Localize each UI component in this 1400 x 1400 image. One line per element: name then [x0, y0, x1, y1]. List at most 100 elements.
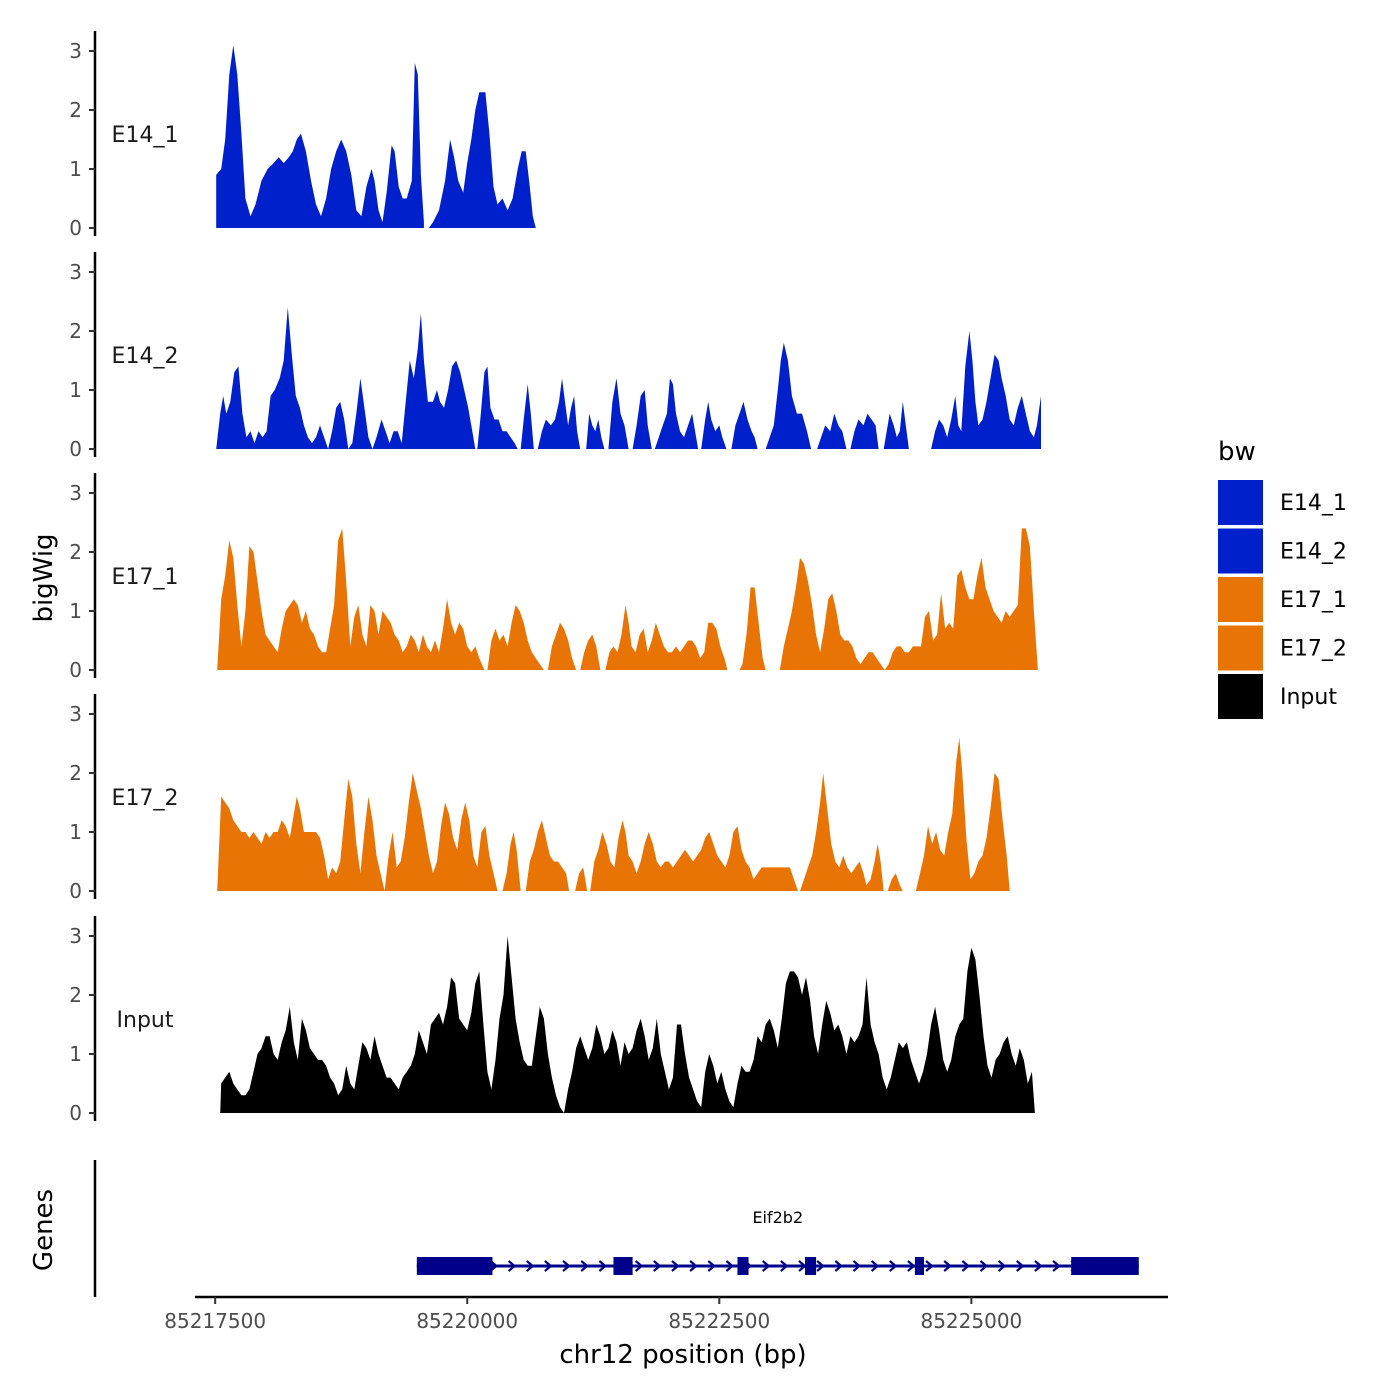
track-E17_1: 0 1 2 3 E17_1: [69, 473, 1038, 682]
strand-arrow-icon: [907, 1260, 916, 1272]
coverage-area-E14_2: [701, 401, 727, 449]
strand-arrow-icon: [979, 1260, 989, 1272]
legend-title: bw: [1218, 437, 1256, 467]
strand-arrow-icon: [780, 1260, 789, 1272]
coverage-area-E14_2: [883, 401, 909, 449]
strand-arrow-icon: [1034, 1260, 1043, 1272]
y-tick-label: 0: [69, 437, 82, 461]
y-tick-label: 3: [69, 702, 82, 726]
coverage-area-E14_2: [216, 307, 476, 449]
gene-track-label: Genes: [29, 1189, 59, 1271]
coverage-area-E17_2: [525, 820, 570, 891]
strand-arrow-icon: [961, 1260, 971, 1272]
legend: bw E14_1 E14_2 E17_1 E17_2 Input: [1218, 437, 1347, 719]
strand-arrow-icon: [526, 1260, 535, 1272]
track-label-E14_1: E14_1: [112, 123, 179, 148]
coverage-area-E14_2: [850, 413, 879, 449]
gene-exon: [1071, 1257, 1139, 1275]
legend-label-Input: Input: [1280, 685, 1337, 710]
strand-arrow-icon: [798, 1260, 807, 1272]
strand-arrow-icon: [1052, 1260, 1061, 1272]
x-axis-title: chr12 position (bp): [559, 1340, 806, 1370]
coverage-area-E14_2: [731, 401, 758, 449]
coverage-area-E14_2: [632, 390, 652, 449]
coverage-area-E14_2: [654, 378, 699, 449]
coverage-area-E17_1: [739, 587, 766, 670]
legend-key-E14_2: [1218, 528, 1263, 574]
gene-exon: [416, 1257, 493, 1275]
coverage-area-E14_2: [537, 378, 581, 449]
strand-arrow-icon: [634, 1260, 644, 1272]
legend-key-E14_1: [1218, 480, 1263, 525]
strand-arrow-icon: [671, 1260, 680, 1272]
y-tick-label: 2: [69, 983, 82, 1007]
y-tick-label: 1: [69, 599, 82, 623]
coverage-area-E14_2: [608, 378, 629, 449]
y-tick-label: 0: [69, 216, 82, 240]
coverage-area-E17_2: [887, 873, 903, 891]
coverage-area-E17_2: [590, 820, 798, 891]
y-tick-label: 1: [69, 1042, 82, 1066]
y-tick-label: 1: [69, 820, 82, 844]
track-label-Input: Input: [117, 1008, 174, 1033]
strand-arrow-icon: [544, 1260, 553, 1272]
x-tick-label: 85222500: [668, 1309, 770, 1333]
gene-track: Eif2b2: [93, 1160, 1139, 1297]
strand-arrow-icon: [834, 1260, 844, 1272]
y-axis-title: bigWig: [29, 533, 59, 622]
y-tick-label: 1: [69, 378, 82, 402]
y-tick-label: 1: [69, 157, 82, 181]
coverage-area-Input: [220, 936, 1035, 1113]
y-tick-label: 3: [69, 39, 82, 63]
strand-arrow-icon: [997, 1260, 1007, 1272]
coverage-area-E14_2: [520, 384, 534, 449]
y-tick-label: 0: [69, 1101, 82, 1125]
strand-arrow-icon: [507, 1260, 517, 1272]
y-tick-label: 2: [69, 98, 82, 122]
legend-label-E17_1: E17_1: [1280, 588, 1347, 613]
legend-key-E17_1: [1218, 577, 1263, 622]
legend-label-E14_2: E14_2: [1280, 540, 1347, 565]
track-E14_1: 0 1 2 3 E14_1: [69, 31, 536, 240]
strand-arrow-icon: [653, 1260, 662, 1272]
gene-exon: [805, 1257, 817, 1275]
coverage-area-E17_1: [779, 528, 1038, 670]
coverage-area-E17_1: [487, 605, 544, 670]
strand-arrow-icon: [925, 1260, 934, 1272]
coverage-area-E17_1: [547, 622, 577, 670]
strand-arrow-icon: [562, 1260, 571, 1272]
legend-key-Input: [1218, 674, 1263, 719]
strand-arrow-icon: [870, 1260, 880, 1272]
y-tick-label: 3: [69, 481, 82, 505]
strand-arrow-icon: [761, 1260, 771, 1272]
coverage-area-E14_2: [765, 342, 812, 449]
coverage-area-E14_1: [428, 92, 536, 228]
coverage-area-E14_2: [477, 366, 518, 449]
strand-arrow-icon: [852, 1260, 862, 1272]
legend-key-E17_2: [1218, 625, 1263, 671]
gene-exon: [914, 1257, 924, 1275]
gene-exon: [613, 1257, 633, 1275]
gene-name-label: Eif2b2: [752, 1208, 803, 1227]
coverage-area-E14_1: [216, 45, 424, 228]
x-axis: 85217500 85220000 85222500 85225000: [164, 1295, 1168, 1333]
track-Input: 0 1 2 3 Input: [69, 916, 1035, 1125]
coverage-area-E17_2: [502, 832, 521, 891]
strand-arrow-icon: [725, 1260, 735, 1272]
track-label-E17_1: E17_1: [112, 565, 179, 590]
coverage-area-E17_2: [217, 773, 498, 891]
y-tick-label: 2: [69, 540, 82, 564]
legend-label-E14_1: E14_1: [1280, 491, 1347, 516]
coverage-area-E17_1: [217, 528, 485, 670]
coverage-area-E17_1: [580, 634, 601, 670]
track-label-E14_2: E14_2: [112, 344, 179, 369]
track-E14_2: 0 1 2 3 E14_2: [69, 252, 1041, 461]
coverage-area-E17_1: [605, 605, 728, 670]
coverage-area-E17_2: [575, 867, 588, 891]
y-tick-label: 0: [69, 658, 82, 682]
strand-arrow-icon: [689, 1260, 698, 1272]
x-tick-label: 85217500: [164, 1309, 266, 1333]
coverage-area-E14_2: [817, 413, 847, 449]
strand-arrow-icon: [1016, 1260, 1025, 1272]
